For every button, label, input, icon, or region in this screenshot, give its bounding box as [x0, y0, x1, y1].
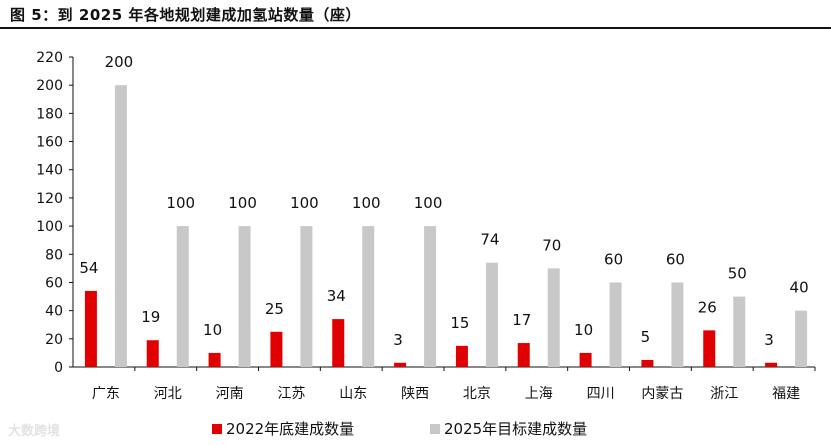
- bar-2025: [362, 226, 375, 367]
- y-tick-label: 160: [36, 135, 63, 151]
- bar-2022: [517, 343, 530, 367]
- data-label-2025: 40: [790, 279, 809, 297]
- bar-2022: [270, 331, 283, 367]
- data-label-2022: 5: [641, 328, 651, 346]
- bar-2022: [394, 362, 407, 367]
- legend: 2022年底建成数量 2025年目标建成数量: [0, 418, 831, 442]
- bar-2022: [765, 362, 778, 367]
- bar-2025: [733, 296, 746, 367]
- legend-item-2022: 2022年底建成数量: [212, 418, 354, 439]
- data-label-2022: 25: [265, 300, 284, 318]
- y-tick-label: 80: [45, 247, 63, 263]
- data-label-2025: 100: [166, 194, 195, 212]
- data-label-2025: 100: [290, 194, 319, 212]
- bar-2022: [703, 330, 716, 367]
- bar-chart: 0 20 40 60 80 100 120 140 160 180 200 220 广东 54 200 河北 1…: [36, 50, 816, 402]
- legend-label-2025: 2025年目标建成数量: [444, 420, 588, 438]
- data-label-2022: 34: [327, 287, 346, 305]
- data-label-2022: 54: [79, 259, 98, 277]
- data-label-2025: 60: [666, 250, 685, 268]
- data-label-2025: 70: [542, 236, 561, 254]
- data-label-2025: 100: [414, 194, 443, 212]
- y-tick-label: 40: [45, 304, 63, 320]
- legend-swatch-gray: [430, 423, 440, 434]
- data-label-2022: 17: [512, 311, 531, 329]
- bar-2025: [424, 226, 437, 367]
- y-tick-label: 120: [36, 191, 63, 207]
- data-label-2025: 74: [480, 231, 499, 249]
- bar-2022: [641, 359, 654, 367]
- legend-label-2022: 2022年底建成数量: [226, 420, 355, 438]
- data-label-2022: 10: [574, 321, 593, 339]
- bar-2025: [547, 268, 560, 367]
- data-label-2022: 3: [393, 331, 403, 349]
- bar-2022: [146, 340, 159, 367]
- category-label: 内蒙古: [641, 386, 683, 402]
- legend-item-2025: 2025年目标建成数量: [430, 418, 587, 439]
- data-label-2022: 26: [698, 298, 717, 316]
- data-label-2025: 100: [352, 194, 381, 212]
- category-label: 河北: [154, 386, 182, 402]
- bar-2022: [84, 290, 97, 367]
- category-label: 浙江: [710, 386, 738, 402]
- bar-2022: [208, 352, 221, 367]
- chart-title: 图 5：到 2025 年各地规划建成加氢站数量（座）: [10, 6, 361, 24]
- category-label: 广东: [92, 386, 120, 402]
- category-label: 四川: [587, 386, 615, 402]
- bar-2025: [609, 282, 622, 367]
- data-label-2022: 3: [764, 331, 774, 349]
- category-label: 陕西: [401, 386, 429, 402]
- category-label: 上海: [525, 386, 553, 402]
- y-tick-label: 200: [36, 78, 63, 94]
- data-label-2025: 60: [604, 250, 623, 268]
- bar-2025: [795, 310, 808, 367]
- bar-2025: [671, 282, 684, 367]
- category-label: 北京: [463, 386, 491, 402]
- category-label: 福建: [772, 386, 800, 402]
- legend-swatch-red: [212, 423, 222, 434]
- bar-2025: [300, 226, 313, 367]
- data-label-2022: 19: [141, 308, 160, 326]
- data-label-2025: 50: [728, 265, 747, 283]
- category-label: 山东: [339, 386, 367, 402]
- data-label-2022: 10: [203, 321, 222, 339]
- bar-2025: [238, 226, 251, 367]
- data-label-2022: 15: [450, 314, 469, 332]
- bar-2022: [332, 319, 345, 367]
- data-label-2025: 100: [228, 194, 257, 212]
- bar-2025: [176, 226, 189, 367]
- watermark: 大数跨境: [8, 424, 61, 439]
- bar-2025: [114, 85, 127, 367]
- bar-2022: [579, 352, 592, 367]
- category-label: 河南: [216, 386, 244, 402]
- y-tick-label: 140: [36, 163, 63, 179]
- y-tick-label: 100: [36, 219, 63, 235]
- bar-2022: [455, 345, 468, 367]
- category-label: 江苏: [277, 386, 305, 402]
- y-tick-label: 0: [54, 360, 63, 376]
- y-tick-label: 20: [45, 332, 63, 348]
- data-label-2025: 200: [105, 53, 134, 71]
- title-rule: [0, 27, 831, 29]
- y-tick-label: 180: [36, 106, 63, 122]
- bar-2025: [485, 262, 498, 367]
- y-tick-label: 220: [36, 50, 63, 66]
- y-tick-label: 60: [45, 275, 63, 291]
